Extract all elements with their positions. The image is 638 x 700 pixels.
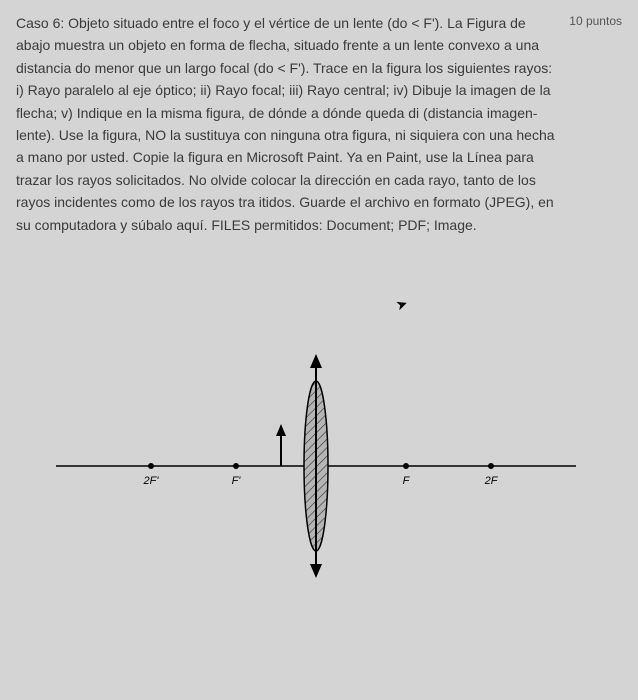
lens-diagram: 2F' F' F 2F	[16, 266, 616, 606]
svg-text:F': F'	[232, 475, 242, 487]
question-title: Caso 6: Objeto situado entre el foco y e…	[16, 15, 463, 31]
svg-text:2F: 2F	[484, 475, 499, 487]
header-row: Caso 6: Objeto situado entre el foco y e…	[16, 12, 622, 236]
figure-area: ➤ 2F'F'F2F	[16, 266, 622, 626]
points-label: 10 puntos	[569, 12, 622, 28]
question-body: Figura de abajo muestra un objeto en for…	[16, 15, 555, 233]
svg-text:F: F	[403, 475, 411, 487]
question-text: Caso 6: Objeto situado entre el foco y e…	[16, 12, 569, 236]
page-container: Caso 6: Objeto situado entre el foco y e…	[0, 0, 638, 700]
svg-text:2F': 2F'	[143, 475, 160, 487]
